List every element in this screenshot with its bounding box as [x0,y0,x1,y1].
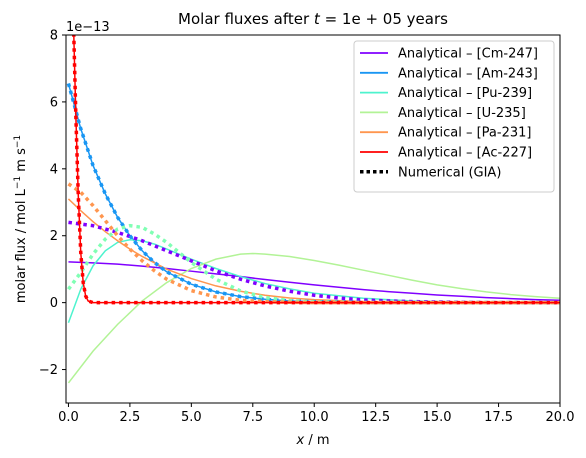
axes-frame [65,34,561,404]
x-tick-label: 10.0 [300,410,329,425]
x-tick-label: 12.5 [361,410,390,425]
y-axis-label: molar flux / mol L−1 m s−1 [13,135,29,303]
x-tick-label: 20.0 [546,410,575,425]
y-tick-label: −2 [39,363,58,378]
title-suffix: years [402,10,448,28]
y-offset-label: 1e−13 [66,20,110,35]
legend-label: Analytical – [Ac-227] [398,146,532,161]
numerical-line-3 [67,182,560,305]
x-tick-label: 7.5 [242,410,263,425]
chart-title: Molar fluxes after t = 1e + 05 years [178,10,448,28]
y-label-exp2: −1 [13,135,23,148]
y-label-text: molar flux / mol L [14,188,29,303]
x-label-unit: / m [304,433,329,448]
x-tick-label: 0.0 [58,410,79,425]
legend-label: Analytical – [Cm-247] [398,47,538,62]
title-t: t [314,10,321,28]
legend-label: Analytical – [Am-243] [398,66,538,81]
y-label-exp1: −1 [13,176,23,189]
x-tick-label: 2.5 [120,410,141,425]
y-tick-label: 6 [50,95,58,110]
legend-box [353,40,555,193]
analytical-line-3 [67,252,560,384]
legend-items: Analytical – [Cm-247] Analytical – [Am-24… [360,47,538,180]
legend: Analytical – [Cm-247] Analytical – [Am-24… [353,40,555,193]
y-tick-label: 2 [50,229,58,244]
y-tick-label: 0 [50,296,58,311]
x-tick-label: 15.0 [423,410,452,425]
x-tick-label: 17.5 [484,410,513,425]
ticks-layer: 0.0 2.5 5.0 7.5 10.0 12.5 15.0 17.5 20.0 −2 0 2 4 6 8 [39,29,575,426]
x-axis-label: x / m [295,433,329,448]
series-layer [66,35,560,384]
y-tick-label: 8 [50,29,58,44]
x-label-var: x [295,433,304,448]
analytical-line-5 [73,35,560,304]
legend-label: Analytical – [Pa-231] [398,126,531,141]
title-value: = 1e + 05 [320,10,402,28]
legend-label: Analytical – [U-235] [398,106,526,121]
analytical-line-0 [68,261,560,302]
legend-label-numerical: Numerical (GIA) [398,165,501,180]
y-label-mid: m s [14,148,29,176]
legend-label: Analytical – [Pu-239] [398,86,532,101]
x-tick-label: 5.0 [181,410,202,425]
title-prefix: Molar fluxes after [178,10,314,28]
y-tick-label: 4 [50,162,58,177]
